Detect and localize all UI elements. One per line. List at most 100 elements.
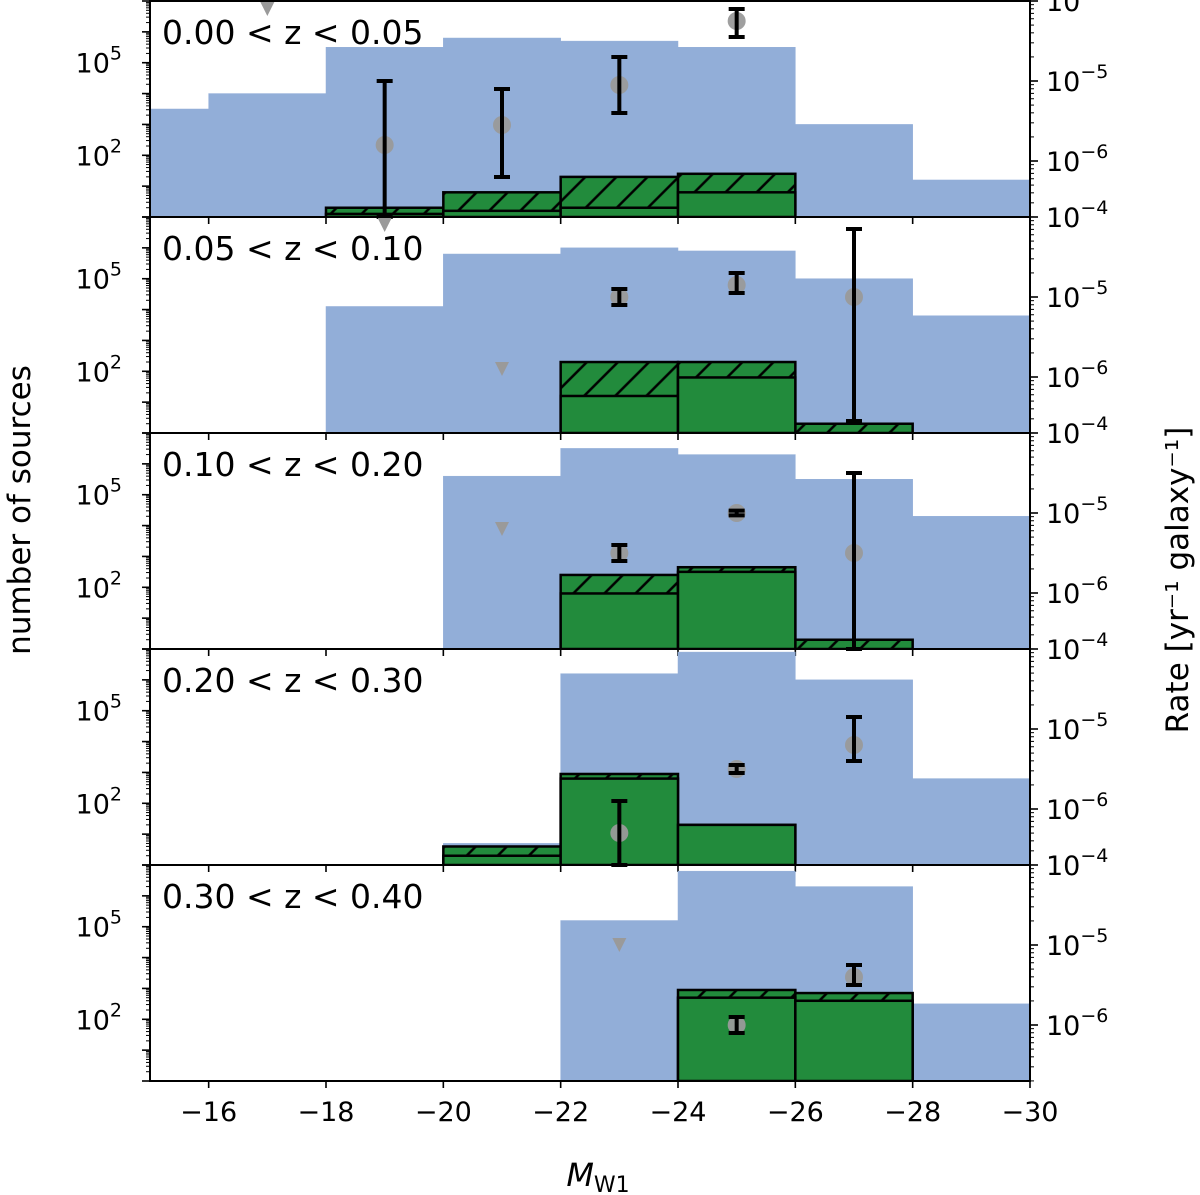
tde-solid-bar [442, 854, 562, 865]
left-tick-label: 102 [76, 351, 122, 388]
galaxy-count-bar [325, 306, 444, 433]
right-tick-exp: −5 [1080, 925, 1108, 947]
right-tick-exp: −5 [1080, 277, 1108, 299]
right-tick-exp: −6 [1080, 789, 1108, 811]
galaxy-count-bar [912, 315, 1030, 433]
galaxy-count-bar [912, 516, 1030, 649]
right-tick-base: 10 [1046, 419, 1080, 450]
left-tick-exp: 2 [110, 783, 122, 805]
left-tick-base: 10 [76, 697, 110, 728]
left-tick-base: 10 [76, 357, 110, 388]
x-axis-label: MW1 [566, 1156, 629, 1195]
galaxy-count-bar [150, 108, 209, 217]
right-tick-label: 10−6 [1046, 1005, 1108, 1042]
tde-solid-bar [676, 570, 797, 649]
right-tick-exp: −5 [1080, 61, 1108, 83]
tde-solid-bar [559, 206, 680, 217]
left-tick-base: 10 [76, 573, 110, 604]
tde-solid-bar [676, 996, 797, 1081]
x-tick-label: −16 [180, 1097, 237, 1128]
y-axis-right-label: Rate [yr⁻¹ galaxy⁻¹] [1160, 427, 1196, 734]
left-tick-base: 10 [76, 49, 110, 80]
x-axis: −16 −18 −20 −22 −24 −26 −28 −30 [180, 1097, 1058, 1128]
galaxy-count-bar [208, 93, 327, 217]
rate-points [610, 715, 863, 867]
upper-limit-marker [495, 362, 509, 376]
rate-points [495, 227, 863, 423]
right-tick-exp: −6 [1080, 141, 1108, 163]
left-tick-label: 105 [76, 475, 122, 512]
x-axis-label-main: M [566, 1156, 594, 1194]
panel-redshift-label: 0.20 < z < 0.30 [162, 661, 424, 700]
left-tick-exp: 5 [110, 691, 122, 713]
right-tick-base: 10 [1046, 579, 1080, 610]
right-tick-label: 10−4 [1046, 845, 1108, 882]
right-tick-base: 10 [1046, 795, 1080, 826]
rate-points [495, 471, 863, 651]
panel-redshift-label: 0.00 < z < 0.05 [162, 13, 424, 52]
right-tick-base: 10 [1046, 0, 1080, 18]
left-tick-exp: 2 [110, 567, 122, 589]
left-tick-label: 102 [76, 999, 122, 1036]
left-tick-exp: 5 [110, 259, 122, 281]
left-tick-base: 10 [76, 481, 110, 512]
right-tick-label: 10−4 [1046, 629, 1108, 666]
left-tick-label: 105 [76, 907, 122, 944]
rate-points [612, 938, 863, 1035]
right-tick-label: 10−5 [1046, 61, 1108, 98]
left-tick-label: 105 [76, 259, 122, 296]
galaxy-count-bar [795, 679, 913, 865]
right-tick-exp: −4 [1080, 0, 1108, 3]
panel-plot-area [560, 870, 1030, 1081]
x-tick-label: −22 [532, 1097, 589, 1128]
right-tick-label: 10−5 [1046, 925, 1108, 962]
left-tick-exp: 5 [110, 907, 122, 929]
right-tick-base: 10 [1046, 851, 1080, 882]
panel-frame [149, 864, 1031, 1082]
right-tick-exp: −5 [1080, 709, 1108, 731]
panel-plot-area [443, 448, 1030, 649]
right-tick-exp: −4 [1080, 845, 1108, 867]
right-tick-base: 10 [1046, 931, 1080, 962]
galaxy-count-bar [912, 778, 1030, 865]
right-tick-exp: −6 [1080, 357, 1108, 379]
right-tick-base: 10 [1046, 499, 1080, 530]
right-tick-label: 10−5 [1046, 277, 1108, 314]
left-tick-label: 105 [76, 691, 122, 728]
left-tick-base: 10 [76, 141, 110, 172]
left-tick-label: 102 [76, 567, 122, 604]
tde-solid-bar [559, 394, 680, 433]
right-tick-base: 10 [1046, 1011, 1080, 1042]
upper-limit-marker [377, 218, 392, 232]
left-tick-exp: 2 [110, 135, 122, 157]
galaxy-count-bar [912, 179, 1030, 217]
right-tick-base: 10 [1046, 67, 1080, 98]
right-tick-label: 10−4 [1046, 413, 1108, 450]
right-tick-label: 10−6 [1046, 357, 1108, 394]
left-tick-base: 10 [76, 789, 110, 820]
left-tick-label: 105 [76, 43, 122, 80]
panel-redshift-label: 0.10 < z < 0.20 [162, 445, 424, 484]
right-tick-exp: −4 [1080, 629, 1108, 651]
tde-solid-bar [676, 823, 797, 865]
x-tick-label: −24 [650, 1097, 707, 1128]
right-tick-exp: −4 [1080, 197, 1108, 219]
galaxy-count-bar [795, 124, 913, 217]
right-tick-label: 10−4 [1046, 197, 1108, 234]
left-tick-label: 102 [76, 135, 122, 172]
panel-redshift-label: 0.05 < z < 0.10 [162, 229, 424, 268]
upper-limit-marker [260, 2, 275, 16]
right-tick-label: 10−6 [1046, 141, 1108, 178]
right-tick-label: 10−6 [1046, 789, 1108, 826]
right-tick-base: 10 [1046, 363, 1080, 394]
left-tick-base: 10 [76, 1005, 110, 1036]
right-tick-label: 10−5 [1046, 709, 1108, 746]
left-tick-exp: 5 [110, 475, 122, 497]
y-axis-left-label: number of sources [2, 365, 38, 655]
